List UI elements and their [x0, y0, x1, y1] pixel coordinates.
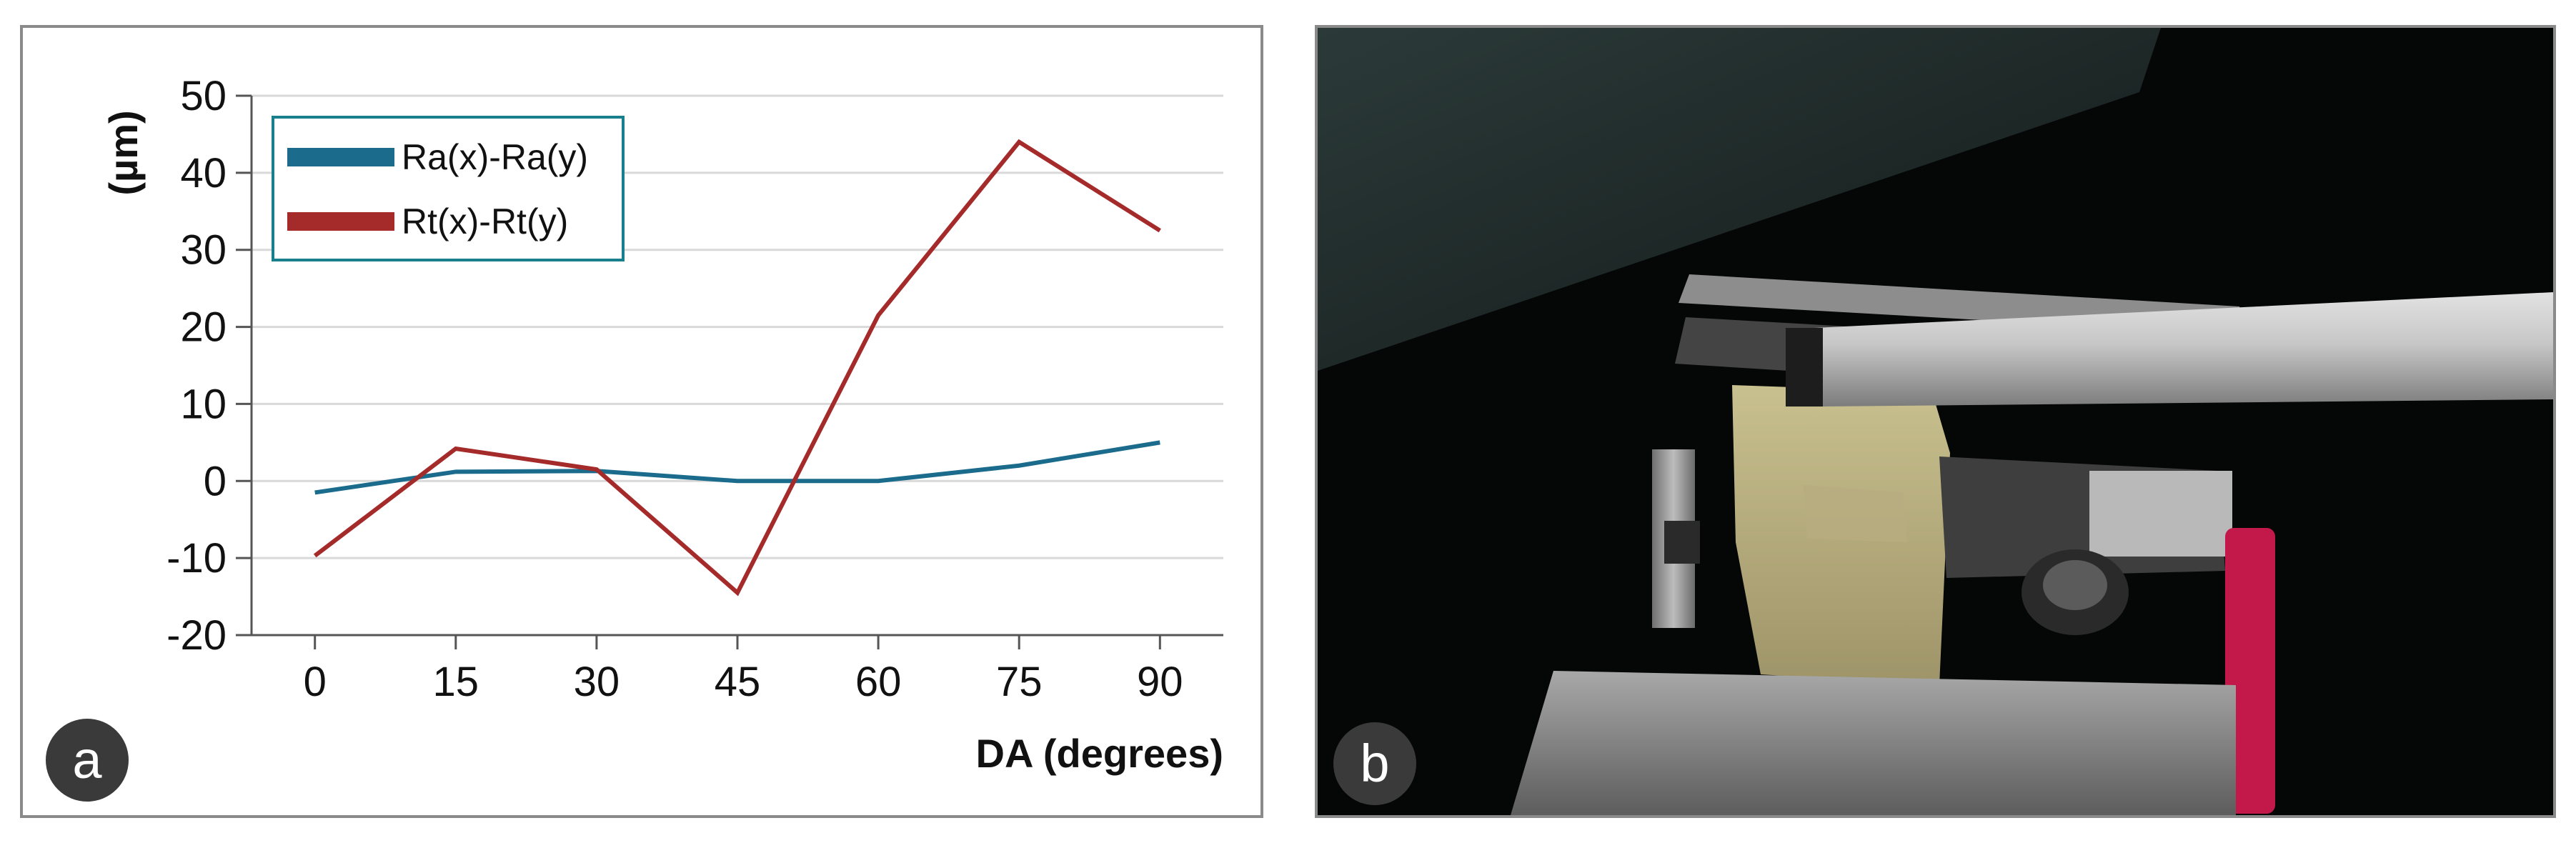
legend-swatch-rt: [287, 212, 394, 231]
series-line-rt: [313, 139, 1161, 597]
series-lines: [313, 139, 1161, 597]
panel-label-b: b: [1333, 722, 1416, 805]
y-tick-label: -20: [166, 612, 227, 659]
x-tick-label: 75: [996, 659, 1043, 705]
y-tick-label: 40: [180, 150, 227, 196]
y-tick-labels: 50 40 30 20 10 0 -10 -20: [166, 73, 252, 659]
y-tick-label: 0: [204, 458, 227, 504]
legend-box: [272, 116, 625, 261]
x-tick-label: 15: [433, 659, 479, 705]
legend: Ra(x)-Ra(y) Rt(x)-Rt(y): [272, 116, 625, 261]
legend-swatch-ra: [287, 148, 394, 166]
probe-tip: [1786, 328, 1823, 406]
y-tick-label: 50: [180, 73, 227, 119]
y-tick-label: 30: [180, 227, 227, 274]
x-axis-title: DA (degrees): [976, 731, 1223, 776]
y-tick-label: 10: [180, 381, 227, 427]
y-tick-label: -10: [166, 535, 227, 582]
panel-label-b-text: b: [1360, 734, 1389, 793]
x-tick-labels: 0 15 30 45 60 75 90: [304, 635, 1183, 705]
base-plate: [1511, 671, 2236, 815]
x-tick-label: 0: [304, 659, 327, 705]
y-tick-label: 20: [180, 304, 227, 351]
x-tick-label: 30: [574, 659, 620, 705]
legend-label-rt: Rt(x)-Rt(y): [402, 201, 568, 241]
x-tick-label: 60: [855, 659, 902, 705]
series-line-ra: [314, 440, 1160, 495]
photo-panel: b: [1315, 25, 2556, 818]
x-tick-label: 90: [1137, 659, 1183, 705]
panel-label-a: a: [46, 719, 129, 802]
probe-rod: [1814, 292, 2553, 406]
line-chart: 50 40 30 20 10 0 -10 -20 0 15 30 45 60 75 90 (µm) DA …: [46, 73, 1223, 802]
chart-panel: 50 40 30 20 10 0 -10 -20 0 15 30 45 60 75 90 (µm) DA …: [20, 25, 1263, 818]
panel-label-a-text: a: [72, 730, 102, 789]
y-axis-title: (µm): [101, 110, 146, 195]
red-knob: [2225, 528, 2275, 814]
legend-label-ra: Ra(x)-Ra(y): [402, 137, 588, 177]
top-plate: [1318, 28, 2161, 371]
experiment-photo: b: [1318, 28, 2553, 815]
x-tick-label: 45: [715, 659, 761, 705]
